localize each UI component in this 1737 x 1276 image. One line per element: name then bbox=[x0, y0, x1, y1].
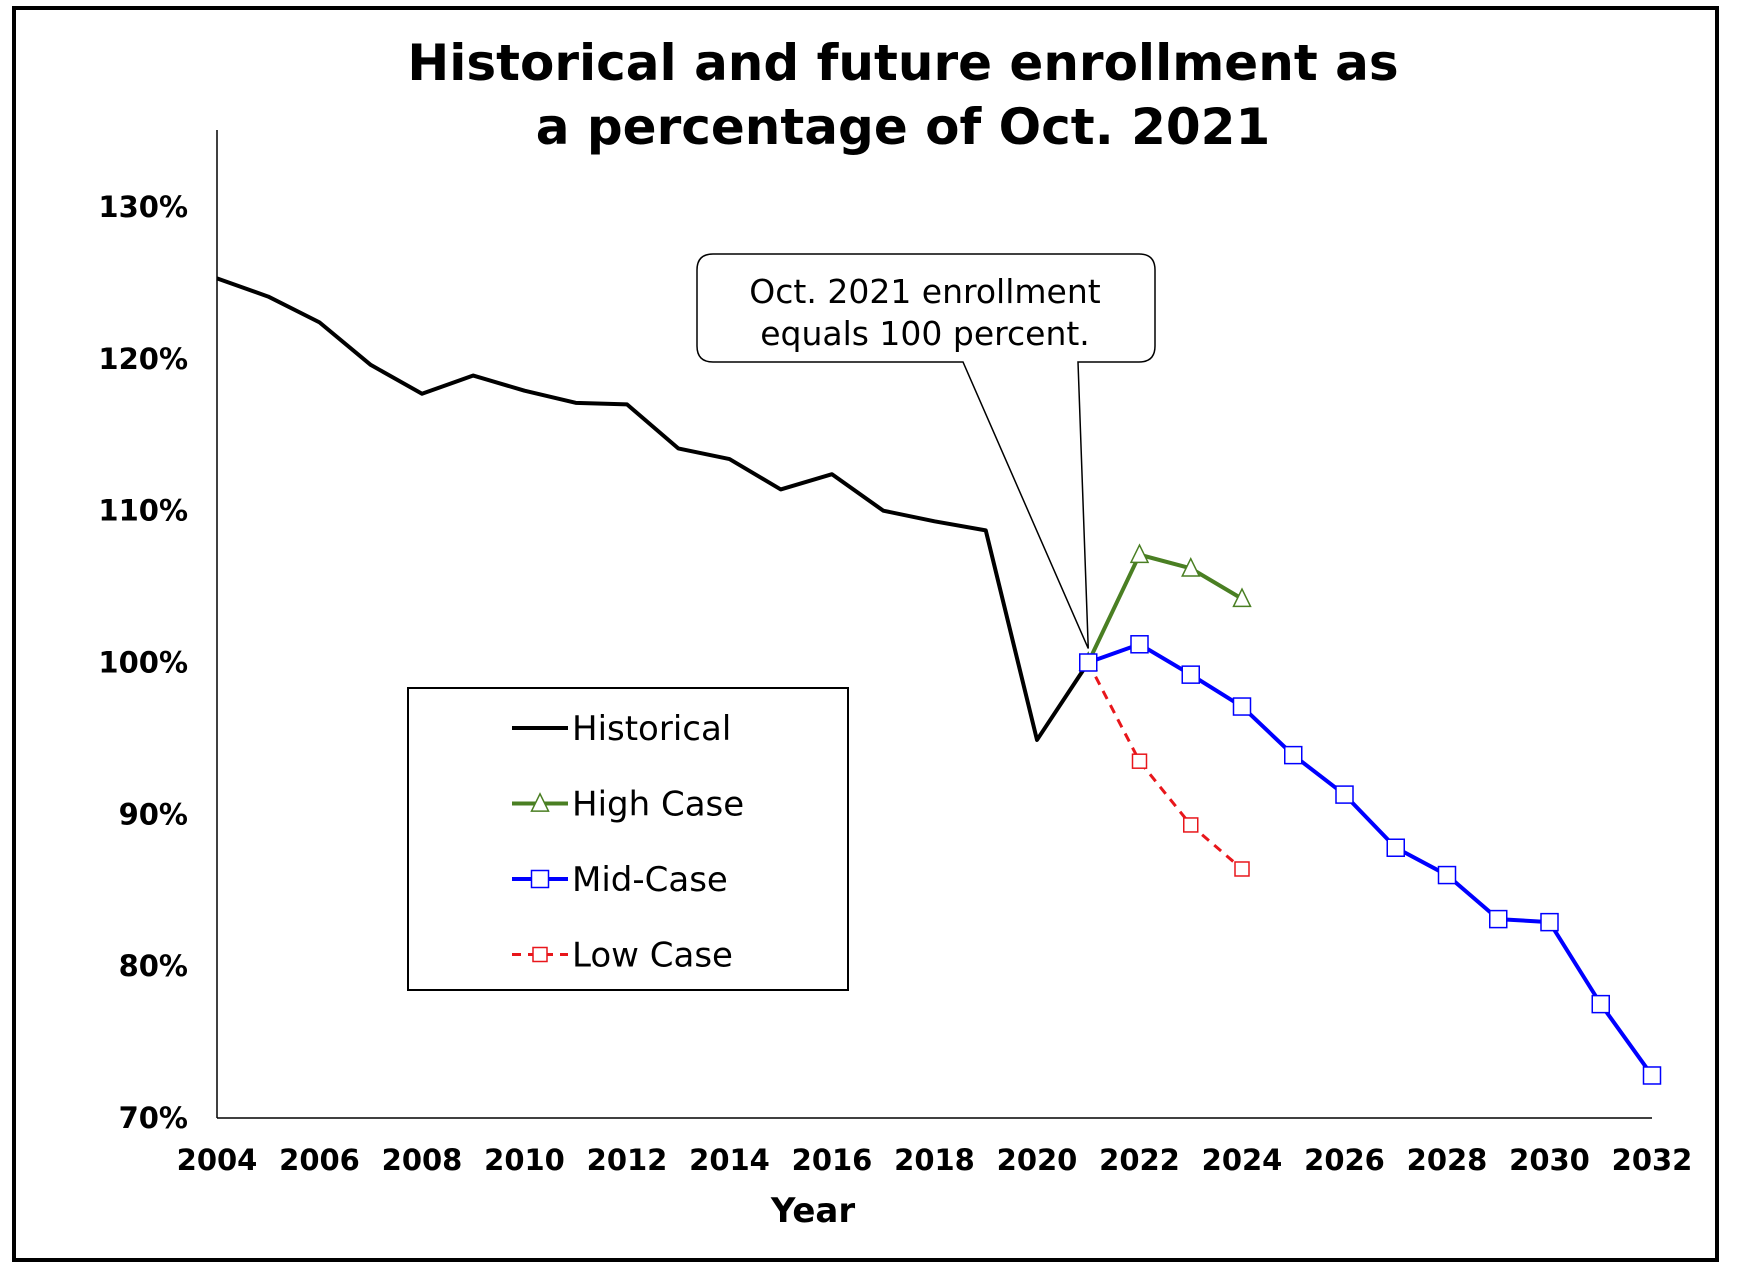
triangle-marker bbox=[1181, 557, 1201, 577]
chart-title-line-1: Historical and future enrollment as bbox=[407, 34, 1398, 92]
y-tick-label: 120% bbox=[98, 342, 188, 376]
series-mid-case bbox=[1079, 635, 1662, 1085]
square-marker bbox=[1642, 1066, 1662, 1085]
x-tick-label: 2012 bbox=[587, 1143, 668, 1177]
y-tick-label: 110% bbox=[98, 494, 188, 528]
square-marker bbox=[530, 869, 550, 889]
square-marker bbox=[1540, 912, 1559, 932]
x-tick-label: 2032 bbox=[1612, 1143, 1693, 1177]
series-layer bbox=[216, 276, 1662, 1085]
chart-frame bbox=[12, 6, 1719, 1262]
square-marker bbox=[532, 946, 548, 963]
square-marker bbox=[1183, 817, 1199, 833]
legend-label: Mid-Case bbox=[572, 860, 728, 900]
chart-title-line-2: a percentage of Oct. 2021 bbox=[536, 98, 1271, 156]
y-tick-label: 80% bbox=[119, 949, 188, 983]
square-marker bbox=[1437, 865, 1457, 885]
x-axis-title: Year bbox=[770, 1191, 856, 1231]
series-historical bbox=[216, 276, 1090, 742]
series-line bbox=[1087, 642, 1654, 1077]
annotation-pointer-box bbox=[696, 253, 1156, 649]
x-tick-label: 2020 bbox=[997, 1143, 1078, 1177]
square-marker bbox=[1591, 994, 1610, 1014]
legend-box bbox=[407, 687, 849, 991]
x-tick-label: 2022 bbox=[1099, 1143, 1180, 1177]
series-line bbox=[1086, 552, 1244, 664]
y-tick-label: 130% bbox=[98, 190, 188, 224]
series-high-case bbox=[1078, 543, 1252, 671]
triangle-marker bbox=[1129, 543, 1150, 564]
square-marker bbox=[1131, 753, 1148, 769]
triangle-marker bbox=[530, 792, 550, 812]
x-tick-label: 2026 bbox=[1304, 1143, 1385, 1177]
y-tick-label: 100% bbox=[98, 646, 188, 680]
x-tick-label: 2016 bbox=[792, 1143, 873, 1177]
legend-item: Low Case bbox=[512, 936, 733, 976]
legend-label: Historical bbox=[572, 709, 731, 749]
x-tick-label: 2006 bbox=[279, 1143, 360, 1177]
legend-label: High Case bbox=[572, 785, 744, 825]
x-tick-label: 2004 bbox=[177, 1143, 258, 1177]
series-low-case bbox=[1080, 654, 1250, 877]
square-marker bbox=[1181, 665, 1200, 684]
triangle-marker bbox=[1232, 587, 1252, 608]
y-tick-labels: 70% 80% 90% 100% 110% 120% 130% bbox=[98, 190, 188, 1135]
x-tick-label: 2024 bbox=[1202, 1143, 1283, 1177]
x-tick-label: 2008 bbox=[382, 1143, 463, 1177]
square-marker bbox=[1234, 861, 1250, 877]
square-marker bbox=[1284, 745, 1303, 765]
annotation-line-1: Oct. 2021 enrollment bbox=[749, 272, 1100, 311]
x-tick-label: 2018 bbox=[894, 1143, 975, 1177]
y-tick-label: 90% bbox=[119, 797, 188, 831]
x-tick-label: 2010 bbox=[484, 1143, 565, 1177]
legend-items: Historical High Case Mid-Case Low Case bbox=[512, 709, 744, 976]
legend-item: Historical bbox=[512, 709, 731, 749]
x-tick-label: 2014 bbox=[689, 1143, 770, 1177]
series-line bbox=[216, 276, 1090, 742]
x-tick-label: 2030 bbox=[1509, 1143, 1590, 1177]
y-tick-label: 70% bbox=[119, 1101, 188, 1135]
legend: Historical High Case Mid-Case Low Case bbox=[407, 687, 849, 991]
square-marker bbox=[1386, 838, 1405, 857]
x-tick-label: 2028 bbox=[1407, 1143, 1488, 1177]
square-marker bbox=[1489, 909, 1508, 929]
square-marker bbox=[1335, 785, 1354, 804]
square-marker bbox=[1130, 635, 1149, 654]
annotation-line-2: equals 100 percent. bbox=[760, 314, 1090, 353]
x-tick-labels: 2004 2006 2008 2010 2012 2014 2016 2018 2020 2022… bbox=[177, 1143, 1693, 1177]
legend-label: Low Case bbox=[572, 936, 733, 976]
series-line bbox=[1086, 661, 1243, 871]
legend-item: Mid-Case bbox=[512, 860, 728, 900]
legend-item: High Case bbox=[512, 785, 744, 825]
annotation-callout: Oct. 2021 enrollment equals 100 percent. bbox=[696, 253, 1156, 649]
square-marker bbox=[1079, 653, 1098, 672]
square-marker bbox=[1232, 697, 1252, 716]
